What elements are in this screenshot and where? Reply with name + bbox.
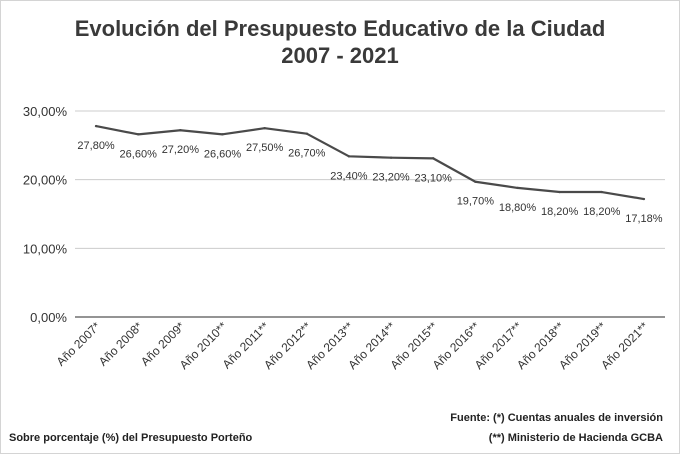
data-label: 26,60%	[204, 148, 242, 160]
data-label: 18,80%	[499, 202, 537, 214]
data-label: 23,40%	[330, 170, 368, 182]
data-point	[558, 190, 561, 194]
data-point	[600, 190, 603, 194]
data-point	[263, 126, 266, 130]
y-tick-label: 10,00%	[23, 241, 68, 256]
data-label: 26,60%	[120, 148, 158, 160]
data-label: 19,70%	[457, 196, 495, 208]
data-point	[516, 186, 519, 190]
data-label: 27,50%	[246, 142, 284, 154]
data-point	[305, 132, 308, 135]
data-label: 18,20%	[541, 206, 579, 218]
data-point	[389, 156, 393, 159]
data-label: 26,70%	[288, 148, 326, 160]
series-line	[95, 125, 645, 201]
source-line-1: Fuente: (*) Cuentas anuales de inversión	[450, 412, 663, 424]
y-tick-label: 0,00%	[30, 310, 67, 325]
data-point	[474, 180, 477, 183]
data-label: 23,10%	[415, 172, 453, 184]
data-point	[94, 124, 98, 128]
chart-title-line2: 2007 - 2021	[281, 43, 399, 68]
data-point	[179, 129, 182, 132]
data-label: 18,20%	[583, 206, 621, 218]
data-label: 17,18%	[625, 213, 663, 225]
data-point	[432, 157, 435, 160]
chart-title: Evolución del Presupuesto Educativo de l…	[1, 15, 679, 69]
data-point	[221, 133, 224, 136]
data-label: 27,80%	[77, 140, 115, 152]
chart-title-line1: Evolución del Presupuesto Educativo de l…	[74, 16, 606, 41]
source-line-2: (**) Ministerio de Hacienda GCBA	[488, 432, 663, 444]
data-point	[347, 155, 351, 158]
y-tick-label: 30,00%	[23, 104, 68, 119]
data-point	[137, 133, 140, 136]
data-point	[642, 197, 646, 201]
footer-note: Sobre porcentaje (%) del Presupuesto Por…	[9, 432, 253, 444]
data-label: 23,20%	[372, 172, 410, 184]
y-tick-label: 20,00%	[23, 173, 68, 188]
x-tick-label: Año 2007*	[54, 319, 104, 369]
data-label: 27,20%	[162, 144, 200, 156]
x-tick-label: Año 2008*	[96, 319, 146, 369]
